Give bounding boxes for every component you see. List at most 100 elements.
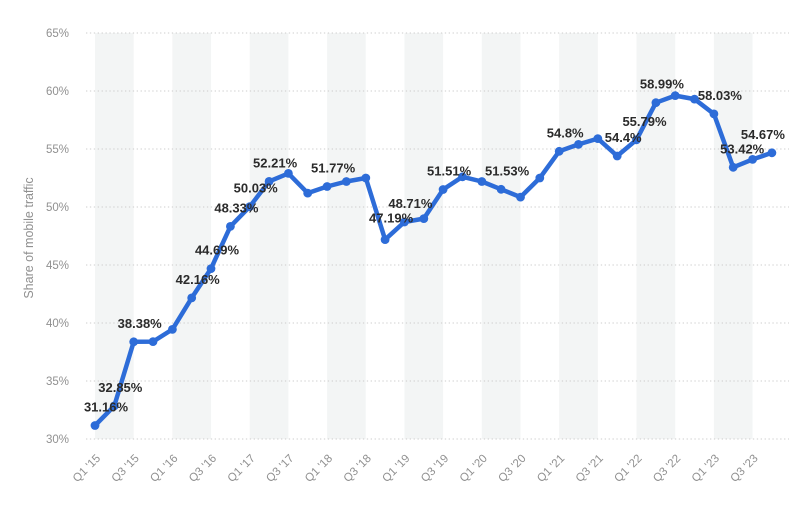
y-tick-label: 55%: [46, 144, 69, 156]
data-point[interactable]: [554, 146, 564, 156]
x-tick-label: Q3 '17: [264, 453, 296, 485]
data-point[interactable]: [516, 192, 525, 202]
quarter-band: [249, 33, 289, 439]
data-point[interactable]: [651, 98, 661, 108]
x-tick-label: Q1 '21: [535, 453, 567, 485]
data-label: 54.4%: [605, 130, 642, 145]
data-point[interactable]: [612, 151, 622, 161]
x-tick-label: Q3 '21: [574, 453, 606, 485]
x-tick-label: Q3 '19: [419, 453, 451, 485]
data-point[interactable]: [168, 325, 177, 334]
quarter-band: [636, 33, 676, 439]
data-point[interactable]: [632, 135, 641, 145]
x-axis: Q1 '15 Q3 '15 Q1 '16 Q3 '16 Q1 '17 Q3 '17 Q1 '…: [71, 453, 761, 485]
quarter-band: [559, 33, 598, 439]
data-point[interactable]: [477, 177, 487, 186]
data-label: 51.51%: [427, 164, 472, 179]
data-point[interactable]: [245, 202, 255, 212]
x-tick-label: Q1 '19: [380, 453, 412, 485]
band-group: [95, 33, 753, 439]
x-tick-label: Q1 '20: [458, 453, 490, 485]
x-tick-label: Q3 '18: [342, 453, 374, 485]
data-point[interactable]: [361, 173, 371, 183]
data-label: 42.16%: [176, 272, 221, 287]
data-point[interactable]: [709, 109, 719, 119]
data-label: 51.53%: [485, 163, 530, 178]
data-label: 58.99%: [640, 77, 685, 92]
data-label: 50.03%: [234, 181, 279, 196]
data-point[interactable]: [748, 155, 757, 164]
data-label: 51.77%: [311, 161, 356, 176]
x-tick-label: Q1 '23: [690, 453, 722, 485]
y-axis: 30% 35% 40% 45% 50% 55% 60% 65%: [46, 28, 69, 446]
gridline-group: [86, 32, 789, 440]
x-tick-label: Q3 '15: [110, 453, 142, 485]
y-tick-label: 45%: [46, 260, 69, 272]
data-point[interactable]: [148, 337, 158, 346]
y-tick-label: 65%: [46, 28, 69, 40]
x-tick-label: Q1 '16: [148, 453, 180, 485]
data-point[interactable]: [438, 185, 448, 194]
x-tick-label: Q3 '16: [187, 453, 219, 485]
y-tick-label: 40%: [46, 318, 69, 330]
data-point[interactable]: [496, 184, 506, 194]
data-point[interactable]: [284, 169, 293, 178]
data-point[interactable]: [419, 214, 429, 224]
x-tick-label: Q3 '22: [651, 453, 683, 485]
data-point[interactable]: [690, 94, 699, 104]
data-point[interactable]: [574, 140, 583, 149]
data-point[interactable]: [458, 172, 467, 182]
data-point[interactable]: [380, 235, 390, 245]
data-point[interactable]: [264, 177, 274, 186]
data-point[interactable]: [342, 177, 351, 186]
data-label: 55.79%: [622, 114, 667, 129]
quarter-band: [481, 33, 521, 439]
y-tick-label: 60%: [46, 86, 69, 98]
data-label: 48.71%: [388, 196, 433, 211]
data-point[interactable]: [206, 264, 216, 273]
x-tick-label: Q1 '18: [303, 453, 335, 485]
data-point[interactable]: [187, 293, 197, 303]
data-point[interactable]: [728, 162, 738, 172]
data-point[interactable]: [303, 188, 313, 198]
data-point[interactable]: [670, 91, 680, 100]
data-label: 54.8%: [547, 125, 584, 140]
y-tick-label: 35%: [46, 376, 69, 388]
data-label: 38.38%: [118, 316, 163, 331]
data-point[interactable]: [109, 401, 119, 411]
x-tick-label: Q1 '15: [71, 453, 103, 485]
data-point[interactable]: [226, 222, 235, 231]
data-point[interactable]: [322, 182, 332, 191]
data-label: 52.21%: [253, 155, 298, 170]
quarter-band: [327, 33, 366, 439]
data-point[interactable]: [129, 337, 139, 347]
y-axis-title: Share of mobile traffic: [22, 177, 36, 298]
data-label: 53.42%: [720, 141, 765, 156]
data-label: 58.03%: [698, 88, 743, 103]
quarter-band: [404, 33, 444, 439]
data-label-group: 31.16% 32.85% 38.38% 42.16% 44.69% 48.33% 50.0…: [84, 77, 785, 415]
data-label: 31.16%: [84, 400, 129, 415]
data-label: 32.85%: [98, 380, 143, 395]
data-point[interactable]: [767, 148, 777, 158]
data-point[interactable]: [90, 421, 100, 430]
data-label: 47.19%: [369, 211, 414, 226]
data-label: 48.33%: [214, 200, 259, 215]
data-point[interactable]: [535, 173, 545, 183]
quarter-band: [95, 33, 134, 439]
data-label: 44.69%: [195, 243, 240, 258]
series-group: [90, 91, 777, 430]
x-tick-label: Q3 '23: [728, 453, 760, 485]
quarter-band: [172, 33, 212, 439]
y-tick-label: 30%: [46, 434, 69, 446]
data-label: 54.67%: [741, 127, 786, 142]
y-tick-label: 50%: [46, 202, 69, 214]
quarter-band: [713, 33, 753, 439]
x-tick-label: Q3 '20: [496, 453, 528, 485]
data-point[interactable]: [593, 134, 603, 144]
x-tick-label: Q1 '22: [612, 453, 644, 485]
x-tick-label: Q1 '17: [226, 453, 258, 485]
data-point[interactable]: [400, 217, 409, 227]
